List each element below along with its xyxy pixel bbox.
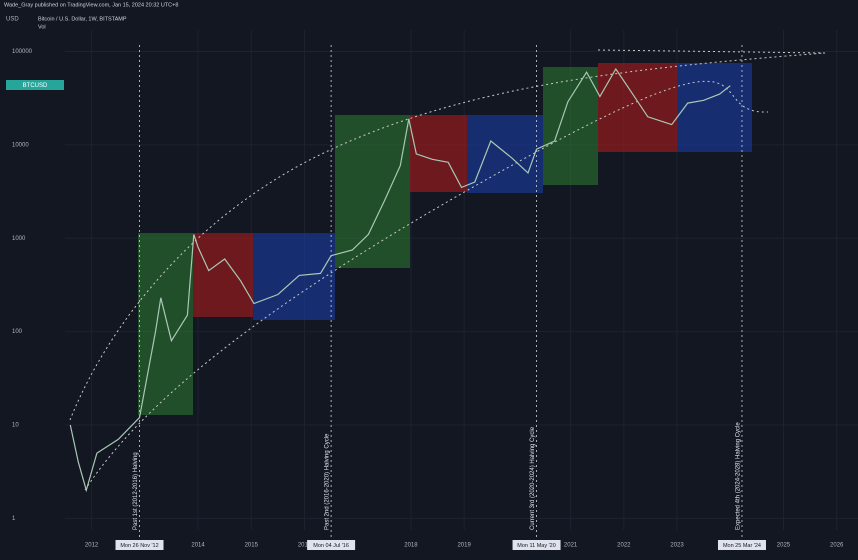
x-tick-label: 2014 bbox=[191, 543, 205, 549]
y-tick-label: 1 bbox=[12, 516, 16, 522]
recovery-box bbox=[253, 233, 335, 320]
halving-label: Past 1st (2012-2016) Halving bbox=[133, 452, 139, 530]
y-tick-label: 100000 bbox=[12, 49, 33, 55]
header: Wade_Gray published on TradingView.com, … bbox=[4, 2, 178, 8]
y-tick-label: 100 bbox=[12, 329, 23, 335]
date-box bbox=[115, 540, 164, 550]
y-tick-label: 10000 bbox=[12, 142, 29, 148]
date-box bbox=[307, 540, 356, 550]
recovery-box bbox=[677, 63, 752, 152]
y-tick-label: 10 bbox=[12, 423, 19, 429]
accumulation-box bbox=[138, 233, 193, 415]
y-tick-label: 1000 bbox=[12, 236, 26, 242]
x-tick-label: 2023 bbox=[670, 543, 684, 549]
plot: 1 10 100 1000 10000 100000 2012 2014 2015 2016 201… bbox=[12, 45, 844, 550]
halving-label: Expected 4th (2024-2028) Halving Cycle bbox=[736, 422, 742, 530]
halving-label: Past 2nd (2016-2020) Halving Cycle bbox=[325, 433, 331, 530]
x-tick-label: 2016 bbox=[298, 543, 312, 549]
price-tag-box bbox=[6, 80, 64, 90]
x-tick-label: 2015 bbox=[245, 543, 259, 549]
date-box bbox=[717, 540, 766, 550]
halving-date: Mon 26 Nov '12 bbox=[120, 543, 158, 549]
symbol: Bitcoin / U.S. Dollar, 1W, BITSTAMP bbox=[38, 16, 127, 22]
halving-date: Mon 25 Mar '24 bbox=[723, 543, 761, 549]
price-tag: BTCUSD bbox=[23, 83, 48, 89]
x-tick-label: 2018 bbox=[404, 543, 418, 549]
halving-date: Mon 04 Jul '16 bbox=[313, 543, 349, 549]
recovery-box bbox=[467, 115, 543, 193]
x-tick-label: 2022 bbox=[617, 543, 631, 549]
price-line bbox=[69, 67, 731, 493]
x-tick-label: 2021 bbox=[564, 543, 578, 549]
accumulation-box bbox=[335, 115, 410, 268]
x-tick-label: 2019 bbox=[457, 543, 471, 549]
halving-date: Mon 11 May '20 bbox=[517, 543, 556, 549]
x-tick-label: 2026 bbox=[830, 543, 844, 549]
bear-box bbox=[193, 233, 253, 317]
accumulation-box bbox=[543, 67, 598, 185]
volume-label: Vol bbox=[38, 24, 46, 30]
lower-band bbox=[84, 80, 769, 491]
bear-box bbox=[598, 63, 677, 152]
x-tick-label: 2025 bbox=[777, 543, 791, 549]
cycle-boxes bbox=[138, 63, 752, 415]
date-box bbox=[512, 540, 561, 550]
currency: USD bbox=[6, 17, 19, 23]
halving-label: Current 3rd (2020-2024) Halving Cycle bbox=[530, 426, 536, 530]
upper-band bbox=[69, 52, 826, 421]
x-tick-label: 2012 bbox=[85, 543, 99, 549]
